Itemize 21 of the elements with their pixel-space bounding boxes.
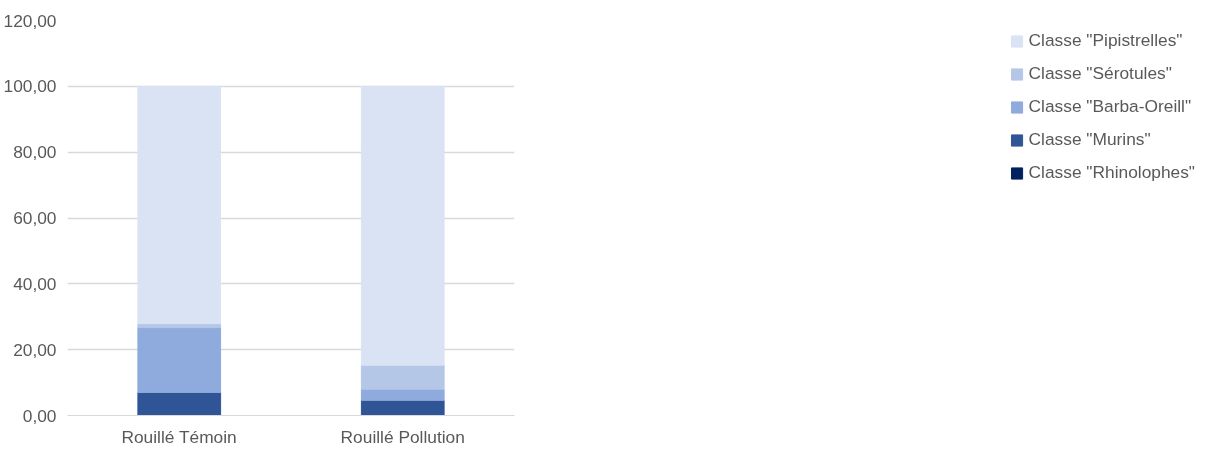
y-tick-label: 20,00 bbox=[13, 339, 57, 360]
y-tick-label: 0,00 bbox=[22, 405, 57, 426]
bar bbox=[360, 364, 445, 390]
y-tick-label: 100,00 bbox=[3, 76, 57, 97]
legend-label: Classe "Barba-Oreill" bbox=[1028, 96, 1192, 117]
x-tick-label: Rouillé Témoin bbox=[121, 426, 237, 447]
bar bbox=[137, 391, 222, 416]
y-tick-label: 120,00 bbox=[3, 10, 57, 31]
bar bbox=[360, 399, 445, 416]
bar bbox=[137, 85, 222, 325]
bar bbox=[360, 85, 445, 366]
y-tick-label: 80,00 bbox=[13, 142, 57, 163]
legend-label: Classe "Sérotules" bbox=[1028, 63, 1172, 84]
x-tick-label: Rouillé Pollution bbox=[340, 426, 465, 447]
legend-label: Classe "Pipistrelles" bbox=[1028, 30, 1183, 51]
bar bbox=[360, 388, 445, 401]
legend-label: Classe "Rhinolophes" bbox=[1028, 162, 1195, 183]
y-tick-label: 40,00 bbox=[13, 273, 57, 294]
y-tick-label: 60,00 bbox=[13, 208, 57, 228]
legend-label: Classe "Murins" bbox=[1028, 129, 1151, 150]
bar bbox=[137, 327, 222, 393]
